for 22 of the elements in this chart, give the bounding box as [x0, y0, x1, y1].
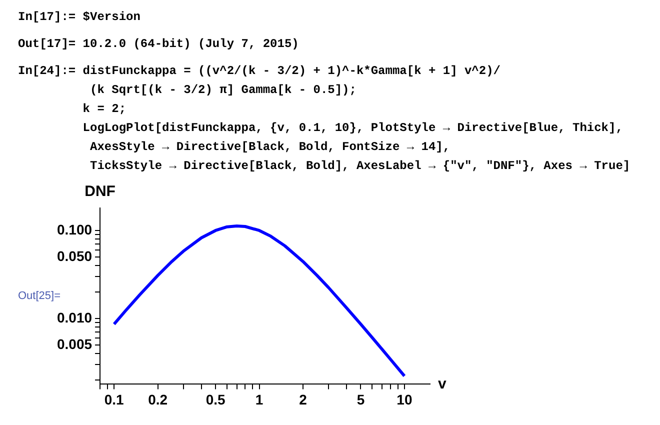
- y-tick-label: 0.050: [56, 248, 92, 264]
- text: Out[25]=: [18, 290, 61, 302]
- text: (k Sqrt[(k - 3/2) π] Gamma[k - 0.5]);: [89, 82, 358, 99]
- y-axis-title: DNF: [84, 183, 116, 200]
- x-tick-label: 1: [255, 391, 264, 408]
- x-tick-label: 10: [396, 391, 412, 408]
- text: LogLogPlot[distFunckappa, {v, 0.1, 10}, PlotStyle → Directive[Blue, Thick],: [82, 120, 624, 137]
- text: In[24]:= distFunckappa = ((v^2/(k - 3/2) + 1)^-k*Gamma[k + 1] v^2)/: [18, 63, 502, 80]
- text: k = 2;: [82, 101, 128, 118]
- x-tick-label: 0.5: [206, 391, 226, 408]
- text: TicksStyle → Directive[Black, Bold], AxesLabel → {"v", "DNF"}, Axes → True]: [89, 158, 632, 175]
- x-tick-label: 0.2: [148, 391, 168, 408]
- text: In[17]:= $Version: [18, 9, 142, 26]
- y-tick-label: 0.010: [56, 309, 92, 326]
- x-axis-title: v: [438, 375, 447, 392]
- text: Out[17]= 10.2.0 (64-bit) (July 7, 2015): [18, 36, 300, 53]
- x-tick-label: 0.1: [104, 391, 124, 408]
- y-tick-label: 0.100: [56, 221, 92, 238]
- y-tick-label: 0.005: [56, 336, 92, 352]
- x-tick-label: 2: [299, 391, 308, 408]
- x-tick-label: 5: [356, 391, 365, 408]
- text: AxesStyle → Directive[Black, Bold, FontSize → 14],: [89, 139, 452, 156]
